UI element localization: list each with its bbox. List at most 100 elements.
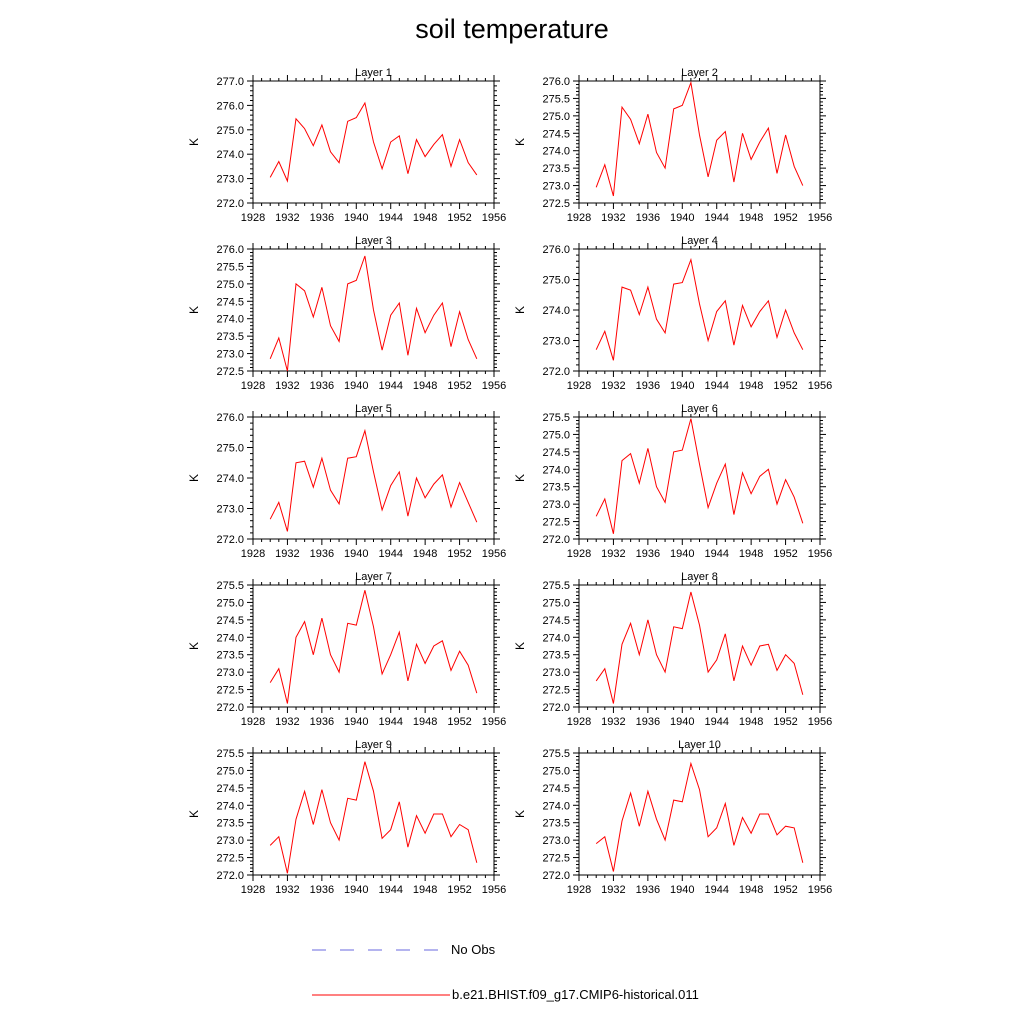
- series-line: [269, 761, 478, 874]
- x-tick-label: 1936: [636, 548, 660, 560]
- y-tick-label: 272.5: [542, 853, 570, 865]
- y-tick-label: 272.0: [216, 198, 244, 210]
- y-tick-label: 275.0: [542, 597, 570, 609]
- x-tick-label: 1948: [739, 716, 763, 728]
- panel-title: Layer 2: [681, 67, 718, 79]
- x-tick-label: 1940: [344, 548, 368, 560]
- x-tick-label: 1956: [482, 212, 506, 224]
- y-tick-label: 273.0: [216, 835, 244, 847]
- y-tick-label: 276.0: [542, 76, 570, 88]
- x-tick-label: 1932: [601, 716, 625, 728]
- x-tick-label: 1944: [378, 716, 402, 728]
- x-tick-label: 1940: [670, 548, 694, 560]
- y-tick-label: 275.5: [216, 580, 244, 592]
- y-tick-label: 273.0: [216, 504, 244, 516]
- series-line: [269, 101, 478, 183]
- x-tick-label: 1944: [704, 716, 728, 728]
- series-line: [595, 418, 804, 534]
- y-tick-label: 274.0: [216, 314, 244, 326]
- x-tick-label: 1944: [378, 212, 402, 224]
- x-tick-label: 1944: [704, 884, 728, 896]
- x-tick-label: 1928: [241, 548, 265, 560]
- x-tick-label: 1932: [275, 548, 299, 560]
- y-tick-label: 274.0: [542, 146, 570, 158]
- panel-title: Layer 8: [681, 571, 718, 583]
- panel-6: Layer 6 K 1928 1932 1936 1940 1944 1948 1952 1956…: [513, 403, 832, 560]
- x-tick-label: 1956: [482, 380, 506, 392]
- y-tick-label: 272.5: [216, 366, 244, 378]
- y-tick-label: 273.5: [542, 650, 570, 662]
- x-tick-label: 1948: [413, 380, 437, 392]
- panel-5: Layer 5 K 1928 1932 1936 1940 1944 1948 1952 1956…: [187, 403, 506, 560]
- x-tick-label: 1956: [808, 548, 832, 560]
- panel-title: Layer 6: [681, 403, 718, 415]
- legend-model-line: [312, 994, 450, 996]
- x-tick-label: 1944: [378, 380, 402, 392]
- y-tick-label: 273.5: [216, 650, 244, 662]
- x-tick-label: 1956: [808, 716, 832, 728]
- panel-2: Layer 2 K 1928 1932 1936 1940 1944 1948 1952 1956…: [513, 67, 832, 224]
- legend-no-obs-label: No Obs: [451, 942, 496, 957]
- y-tick-label: 273.5: [216, 331, 244, 343]
- x-tick-label: 1936: [636, 716, 660, 728]
- x-tick-label: 1928: [567, 212, 591, 224]
- y-tick-label: 274.0: [542, 632, 570, 644]
- y-tick-label: 272.0: [542, 702, 570, 714]
- y-axis-label: K: [187, 810, 201, 818]
- x-tick-label: 1940: [670, 212, 694, 224]
- y-tick-label: 272.0: [542, 870, 570, 882]
- y-tick-label: 274.0: [542, 305, 570, 317]
- y-tick-label: 273.0: [542, 835, 570, 847]
- x-tick-label: 1940: [670, 380, 694, 392]
- panel-title: Layer 4: [681, 235, 718, 247]
- y-tick-label: 273.5: [542, 818, 570, 830]
- y-tick-label: 275.5: [542, 580, 570, 592]
- y-tick-label: 274.5: [216, 783, 244, 795]
- x-tick-label: 1948: [739, 548, 763, 560]
- x-tick-label: 1948: [739, 380, 763, 392]
- y-tick-label: 272.5: [216, 685, 244, 697]
- series-line: [595, 591, 804, 704]
- y-tick-label: 275.0: [216, 597, 244, 609]
- y-tick-label: 275.0: [542, 275, 570, 287]
- y-tick-label: 275.0: [216, 125, 244, 137]
- x-tick-label: 1956: [482, 884, 506, 896]
- panel-1: Layer 1 K 1928 1932 1936 1940 1944 1948 1952 1956…: [187, 67, 506, 224]
- y-tick-label: 273.5: [542, 163, 570, 175]
- y-tick-label: 272.0: [216, 702, 244, 714]
- panel-title: Layer 1: [355, 67, 392, 79]
- x-tick-label: 1948: [739, 212, 763, 224]
- panel-8: Layer 8 K 1928 1932 1936 1940 1944 1948 1952 1956…: [513, 571, 832, 728]
- panel-9: Layer 9 K 1928 1932 1936 1940 1944 1948 1952 1956…: [187, 739, 506, 896]
- y-tick-label: 274.5: [542, 447, 570, 459]
- y-tick-label: 276.0: [216, 244, 244, 256]
- series-line: [269, 590, 478, 704]
- x-tick-label: 1932: [275, 380, 299, 392]
- x-tick-label: 1936: [636, 212, 660, 224]
- y-tick-label: 275.0: [542, 765, 570, 777]
- y-tick-label: 274.5: [542, 615, 570, 627]
- y-tick-label: 273.0: [542, 667, 570, 679]
- y-tick-label: 275.0: [216, 765, 244, 777]
- y-axis-label: K: [187, 306, 201, 314]
- x-tick-label: 1928: [241, 380, 265, 392]
- y-tick-label: 275.5: [216, 748, 244, 760]
- x-tick-label: 1948: [413, 716, 437, 728]
- x-tick-label: 1940: [670, 884, 694, 896]
- y-tick-label: 274.5: [216, 615, 244, 627]
- y-axis-label: K: [187, 138, 201, 146]
- y-tick-label: 272.0: [542, 366, 570, 378]
- y-tick-label: 277.0: [216, 76, 244, 88]
- y-tick-label: 272.0: [216, 870, 244, 882]
- y-tick-label: 272.5: [542, 198, 570, 210]
- y-tick-label: 273.5: [542, 482, 570, 494]
- y-tick-label: 274.0: [216, 800, 244, 812]
- y-tick-label: 272.0: [216, 534, 244, 546]
- legend-no-obs-line: [312, 949, 448, 951]
- x-tick-label: 1952: [447, 548, 471, 560]
- y-tick-label: 275.5: [542, 412, 570, 424]
- x-tick-label: 1936: [310, 716, 334, 728]
- series-line: [595, 257, 804, 361]
- panel-4: Layer 4 K 1928 1932 1936 1940 1944 1948 1952 1956…: [513, 235, 832, 392]
- series-line: [595, 80, 804, 197]
